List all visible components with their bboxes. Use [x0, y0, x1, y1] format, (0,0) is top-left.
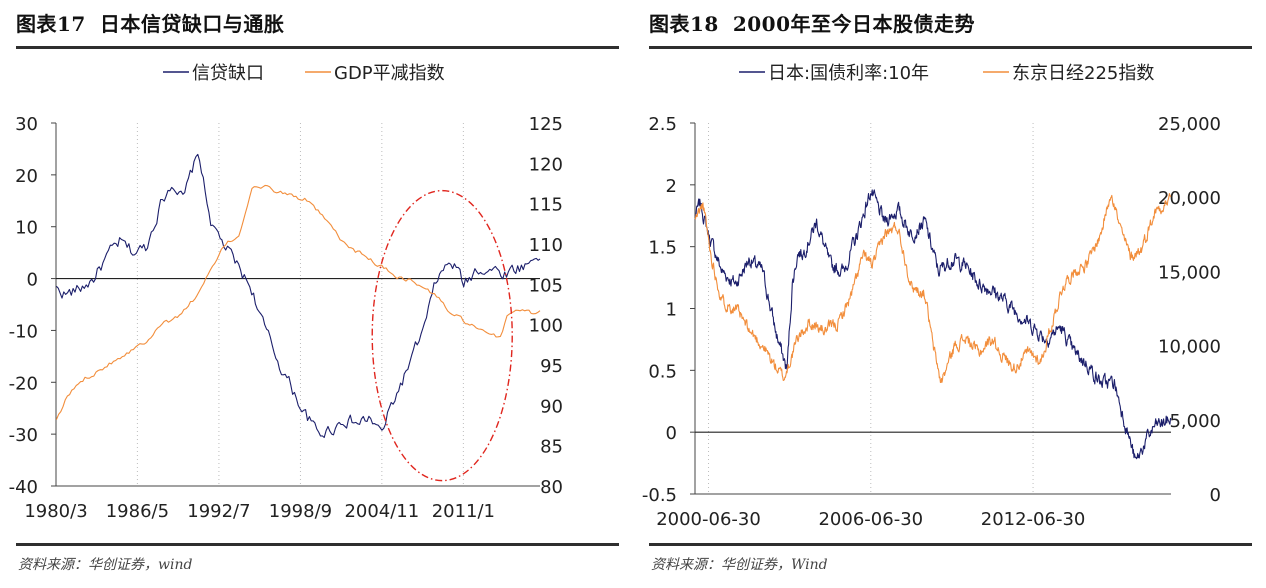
- y-right-tick-label: 110: [529, 235, 563, 256]
- left-chart: 信贷缺口 GDP平减指数3020100-10-20-30-401251201151…: [9, 63, 563, 522]
- legend-entry-1: GDP平减指数: [305, 63, 445, 84]
- legend-entry-0: 信贷缺口: [163, 63, 264, 84]
- y-right-tick-label: 120: [529, 154, 563, 175]
- left-source: 资料来源：华创证券，wind: [18, 557, 193, 573]
- series-line-0: [56, 153, 541, 439]
- y-right-tick-label: 25,000: [1158, 114, 1221, 135]
- x-tick-label: 2000-06-30: [656, 509, 761, 530]
- left-panel: 图表17 日本信贷缺口与通胀 信贷缺口 GDP平减指数 30 20 10 0 -10 -20 -3…: [9, 0, 619, 573]
- right-title: 图表18 2000年至今日本股债走势: [649, 8, 975, 37]
- y-left-tick-label: 0: [27, 270, 38, 291]
- legend-label: 东京日经225指数: [1012, 63, 1154, 84]
- y-left-tick-label: 2: [666, 176, 677, 197]
- right-panel: 图表18 2000年至今日本股债走势 日本:国债利率:10年 东京日经225指数 2.…: [633, 0, 1266, 588]
- y-right-tick-label: 15,000: [1158, 262, 1221, 283]
- y-left-tick-label: -10: [9, 321, 38, 342]
- x-tick-label: 1980/3: [24, 501, 87, 522]
- legend-entry-1: 东京日经225指数: [983, 63, 1154, 84]
- y-right-tick-label: 100: [529, 316, 563, 337]
- y-right-tick-label: 0: [1210, 485, 1221, 506]
- y-left-tick-label: 10: [15, 218, 38, 239]
- series-line-0: [694, 189, 1172, 460]
- y-left-tick-label: -40: [9, 477, 38, 498]
- y-right-tick-label: 105: [529, 275, 563, 296]
- y-right-tick-label: 85: [540, 437, 563, 458]
- y-left-tick-label: 0: [666, 423, 677, 444]
- y-left-tick-label: 20: [15, 166, 38, 187]
- legend-label: 日本:国债利率:10年: [768, 63, 929, 84]
- y-right-tick-label: 125: [529, 114, 563, 135]
- y-right-tick-label: 10,000: [1158, 337, 1221, 358]
- right-source: 资料来源：华创证券，Wind: [651, 557, 828, 573]
- legend-label: GDP平减指数: [334, 63, 445, 84]
- x-tick-label: 1998/9: [269, 501, 332, 522]
- left-figure-no: 图表17: [16, 12, 86, 36]
- y-left-tick-label: -0.5: [642, 485, 677, 506]
- left-title: 图表17 日本信贷缺口与通胀: [16, 8, 284, 37]
- left-title-bar: 图表17 日本信贷缺口与通胀: [16, 0, 619, 49]
- y-right-tick-label: 5,000: [1169, 411, 1221, 432]
- y-right-tick-label: 20,000: [1158, 188, 1221, 209]
- left-title-text: 日本信贷缺口与通胀: [99, 12, 285, 36]
- x-tick-label: 2004/11: [344, 501, 419, 522]
- right-title-bar: 图表18 2000年至今日本股债走势: [649, 0, 1252, 49]
- x-tick-label: 2012-06-30: [981, 509, 1086, 530]
- x-tick-label: 1992/7: [187, 501, 250, 522]
- legend-entry-0: 日本:国债利率:10年: [739, 63, 929, 84]
- y-left-tick-label: -30: [9, 425, 38, 446]
- right-title-text: 2000年至今日本股债走势: [732, 12, 976, 36]
- y-left-tick-label: 1: [666, 300, 677, 321]
- y-right-tick-label: 80: [540, 477, 563, 498]
- x-tick-label: 2006-06-30: [818, 509, 923, 530]
- series-line-1: [694, 192, 1172, 384]
- right-chart: 日本:国债利率:10年 东京日经225指数 2.5 2 1.5 1 0.5 0 -0.5 25,0…: [642, 63, 1221, 530]
- y-left-tick-label: -20: [9, 373, 38, 394]
- legend-label: 信贷缺口: [192, 63, 264, 84]
- x-tick-label: 1986/5: [106, 501, 169, 522]
- series-line-1: [55, 184, 541, 420]
- x-tick-label: 2011/1: [432, 501, 495, 522]
- right-source-bar: [649, 543, 1252, 547]
- left-source-bar: [16, 543, 619, 547]
- right-figure-no: 图表18: [649, 12, 719, 36]
- y-right-tick-label: 90: [540, 396, 563, 417]
- y-left-tick-label: 0.5: [648, 361, 677, 382]
- y-left-tick-label: 2.5: [648, 114, 677, 135]
- highlight-ellipse: [371, 189, 513, 482]
- y-right-tick-label: 95: [540, 356, 563, 377]
- y-right-tick-label: 115: [529, 195, 563, 216]
- y-left-tick-label: 30: [15, 114, 38, 135]
- y-left-tick-label: 1.5: [648, 238, 677, 259]
